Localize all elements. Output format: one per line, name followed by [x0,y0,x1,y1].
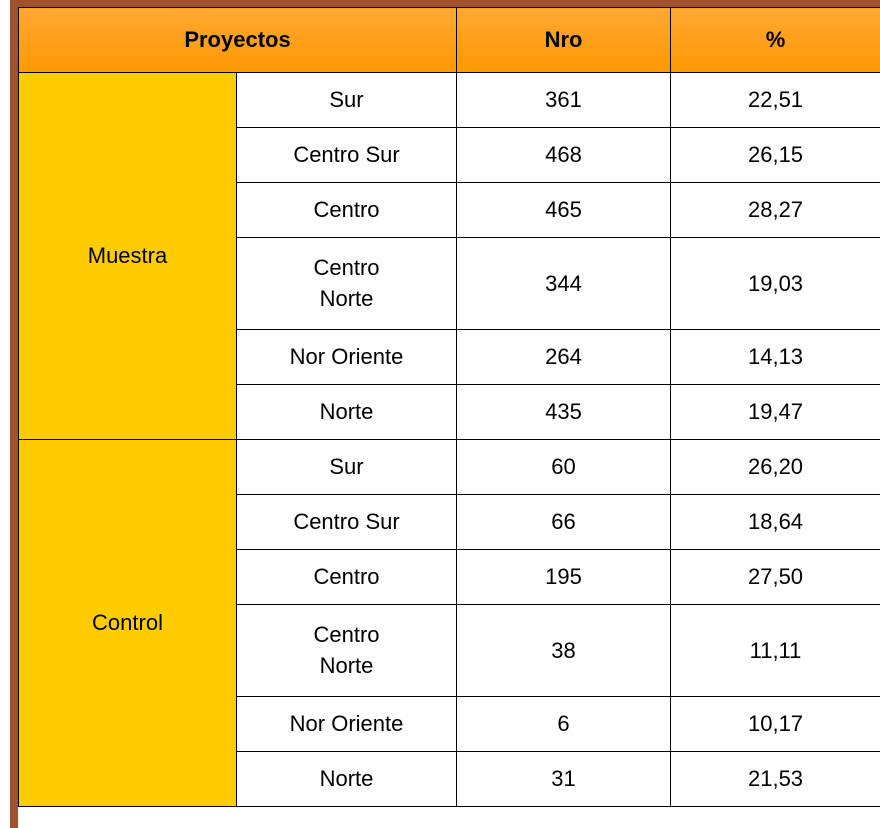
area-cell: Norte [235,751,458,807]
frame-border [10,0,18,828]
percent-cell: 10,17 [670,696,880,752]
percent-cell: 18,64 [670,494,880,550]
percent-cell: 26,20 [670,439,880,495]
count-cell: 66 [456,494,672,550]
area-cell: Centro Sur [235,494,458,550]
count-cell: 361 [456,72,672,128]
table-row: Centro Norte 344 19,03 [19,237,880,330]
table-row: Centro Norte 38 11,11 [19,604,880,697]
area-cell: Centro Sur [235,127,458,183]
table-row: Centro Sur 66 18,64 [19,494,880,550]
header-cell: % [670,7,880,73]
area-label: Centro Norte [313,621,380,678]
table-body: Muestra Sur 361 22,51 Centro Sur 468 26,15 Cent… [18,72,880,807]
area-label: Norte [319,398,374,424]
area-label: Centro [313,196,380,222]
area-label: Centro Sur [293,141,400,167]
count-cell: 344 [456,237,672,330]
area-label: Norte [319,765,374,791]
count-cell: 6 [456,696,672,752]
percent-cell: 28,27 [670,182,880,238]
count-cell: 38 [456,604,672,697]
table-row: Centro 195 27,50 [19,549,880,605]
group-cell: Control [18,439,237,807]
count-cell: 195 [456,549,672,605]
percent-cell: 14,13 [670,329,880,385]
percent-cell: 21,53 [670,751,880,807]
table-row: Control Sur 60 26,20 [18,439,880,807]
count-cell: 264 [456,329,672,385]
count-cell: 60 [456,439,672,495]
percent-cell: 19,47 [670,384,880,440]
count-cell: 435 [456,384,672,440]
area-cell: Nor Oriente [235,696,458,752]
header-row: Proyectos Nro % [17,7,880,73]
area-cell: Sur [235,439,458,495]
percent-cell: 27,50 [670,549,880,605]
percent-cell: 26,15 [670,127,880,183]
area-label: Centro Norte [313,254,380,311]
percent-cell: 19,03 [670,237,880,330]
area-label: Sur [329,86,364,112]
area-label: Sur [329,453,364,479]
table-row: Nor Oriente 264 14,13 [19,329,880,385]
header-cell: Nro [456,7,672,73]
percent-cell: 11,11 [670,604,880,697]
area-cell: Nor Oriente [235,329,458,385]
area-cell: Centro [235,182,458,238]
count-cell: 468 [456,127,672,183]
table-row: Nor Oriente 6 10,17 [19,696,880,752]
count-cell: 465 [456,182,672,238]
area-cell: Norte [235,384,458,440]
area-cell: Sur [235,72,458,128]
frame-border [10,0,880,7]
header-cell: Proyectos [17,7,458,73]
area-label: Nor Oriente [289,343,404,369]
percent-cell: 22,51 [670,72,880,128]
table-row: Norte 435 19,47 [19,384,880,440]
group-cell: Muestra [18,72,237,440]
area-label: Nor Oriente [289,710,404,736]
count-cell: 31 [456,751,672,807]
projects-table: Proyectos Nro % Muestra Sur 361 22,51 Centro… [17,7,880,807]
table-row: Muestra Sur 361 22,51 [18,72,880,440]
area-cell: Centro [235,549,458,605]
table-row: Centro Sur 468 26,15 [19,127,880,183]
area-cell: Centro Norte [235,237,458,330]
area-label: Centro [313,563,380,589]
table-row: Norte 31 21,53 [19,751,880,807]
area-cell: Centro Norte [235,604,458,697]
area-label: Centro Sur [293,508,400,534]
